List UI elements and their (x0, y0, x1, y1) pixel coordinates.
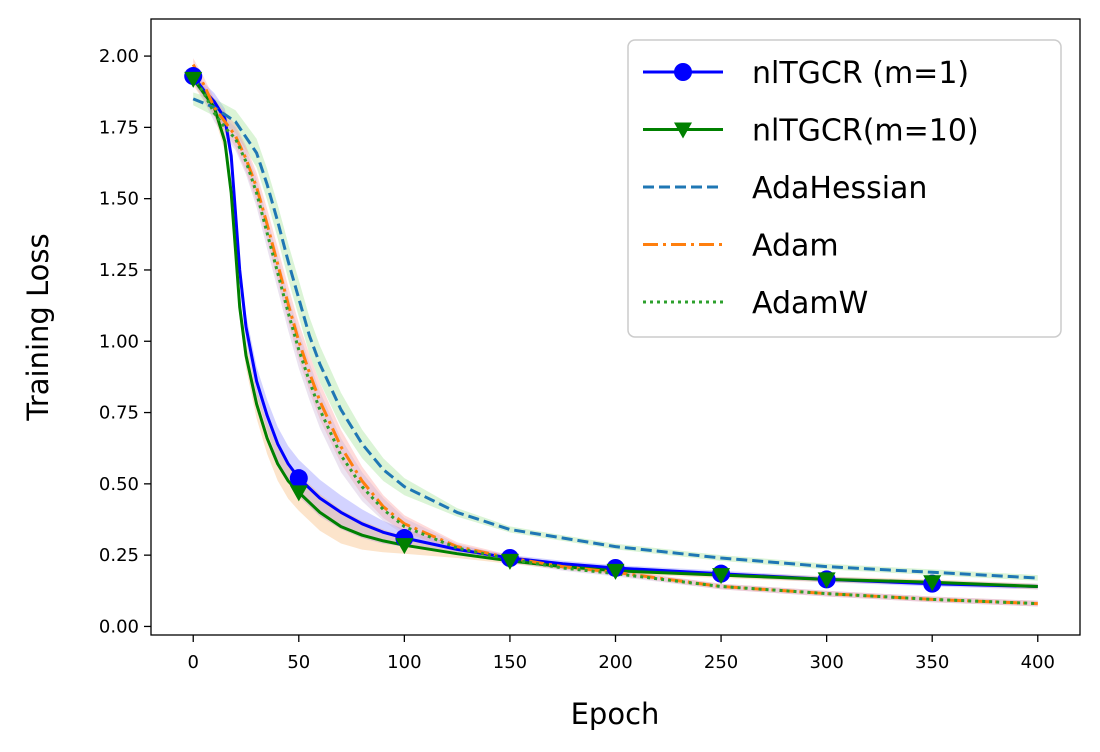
x-tick-label: 200 (598, 652, 632, 673)
x-axis-label: Epoch (571, 697, 660, 731)
x-tick-label: 400 (1021, 652, 1055, 673)
y-tick-label: 1.25 (99, 260, 139, 281)
legend-item-adahessian: AdaHessian (643, 171, 927, 206)
y-tick-label: 1.75 (99, 117, 139, 138)
x-tick-label: 350 (915, 652, 949, 673)
y-tick-label: 0.50 (99, 474, 139, 495)
marker-nltgcr-m-1-50 (289, 469, 308, 488)
legend-label: AdamW (752, 286, 868, 321)
marker-nltgcr-m-10-0 (184, 71, 203, 88)
marker-nltgcr-m-10-200 (606, 563, 625, 580)
line-adahessian (192, 97, 1038, 580)
legend-marker (674, 122, 692, 139)
marker-nltgcr-m-10-50 (289, 485, 308, 502)
y-tick-label: 0.00 (99, 616, 139, 637)
x-tick-label: 300 (809, 652, 843, 673)
y-axis-label: Training Loss (21, 233, 55, 421)
marker-nltgcr-m-10-300 (817, 572, 836, 589)
marker-nltgcr-m-10-250 (712, 568, 731, 585)
series-markers (184, 67, 942, 593)
legend-item-adam: Adam (643, 229, 839, 264)
legend-label: Adam (752, 229, 839, 264)
legend-box (627, 39, 1062, 338)
x-tick-label: 0 (188, 652, 199, 673)
x-tick-label: 50 (287, 652, 310, 673)
y-tick-label: 2.00 (99, 46, 139, 67)
x-axis-ticks: 0 50 100 150 200 250 300 350 400 (188, 635, 1055, 673)
x-tick-label: 150 (493, 652, 527, 673)
y-tick-label: 1.00 (99, 331, 139, 352)
x-tick-label: 100 (387, 652, 421, 673)
y-tick-label: 0.75 (99, 403, 139, 424)
x-tick-label: 250 (704, 652, 738, 673)
legend-marker (674, 63, 692, 81)
marker-nltgcr-m-10-350 (923, 575, 942, 592)
marker-nltgcr-m-10-100 (395, 538, 414, 555)
legend: nlTGCR (m=1) nlTGCR(m=10) AdaHessian Adam Ad… (627, 39, 1062, 338)
legend-label: nlTGCR (m=1) (752, 56, 969, 91)
y-tick-label: 0.25 (99, 545, 139, 566)
legend-label: AdaHessian (752, 171, 927, 206)
legend-item-nltgcr-m-1: nlTGCR (m=1) (643, 56, 969, 91)
y-tick-label: 1.50 (99, 189, 139, 210)
marker-nltgcr-m-10-150 (500, 553, 519, 570)
legend-item-nltgcr-m-10: nlTGCR(m=10) (643, 114, 979, 149)
y-axis-ticks: 0.00 0.25 0.50 0.75 1.00 1.25 1.50 1.75 2.00 (99, 46, 151, 637)
legend-label: nlTGCR(m=10) (752, 114, 979, 149)
legend-item-adamw: AdamW (643, 286, 868, 321)
